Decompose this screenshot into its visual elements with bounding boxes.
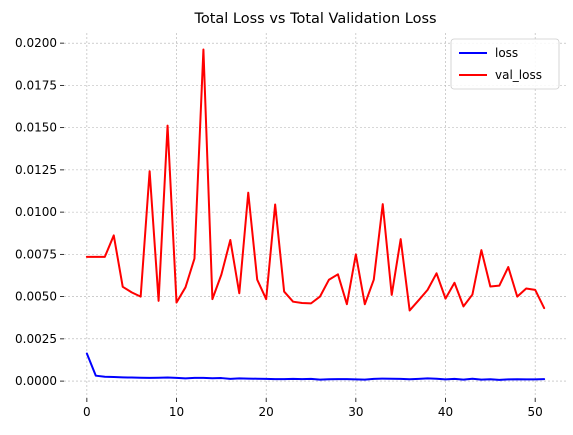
y-tick-label: 0.0075: [15, 247, 57, 261]
series-line-val-loss: [85, 48, 546, 312]
legend-frame: [450, 38, 560, 90]
y-tick-label: 0.0175: [15, 78, 57, 92]
chart-title: Total Loss vs Total Validation Loss: [193, 11, 436, 27]
y-tick-label: 0.0025: [15, 332, 57, 346]
x-tick-label: 10: [169, 405, 184, 419]
x-tick-label: 20: [259, 405, 274, 419]
x-tick-label: 0: [83, 405, 91, 419]
legend-label-val-loss: val_loss: [495, 68, 542, 82]
legend-label-loss: loss: [495, 46, 518, 60]
series-layer: [85, 48, 546, 381]
ticks-layer: 0 10 20 30 40 50 0.0000 0.0025 0.0050 0.0075 0.010…: [15, 36, 543, 419]
x-tick-label: 50: [528, 405, 543, 419]
y-tick-label: 0.0000: [15, 374, 57, 388]
y-tick-label: 0.0200: [15, 36, 57, 50]
y-tick-label: 0.0050: [15, 290, 57, 304]
legend: loss val_loss: [450, 38, 560, 90]
x-tick-label: 30: [348, 405, 363, 419]
series-line-loss: [85, 352, 546, 381]
x-tick-label: 40: [438, 405, 453, 419]
y-tick-label: 0.0100: [15, 205, 57, 219]
grid-layer: [64, 33, 567, 398]
y-tick-label: 0.0150: [15, 121, 57, 135]
y-tick-label: 0.0125: [15, 163, 57, 177]
